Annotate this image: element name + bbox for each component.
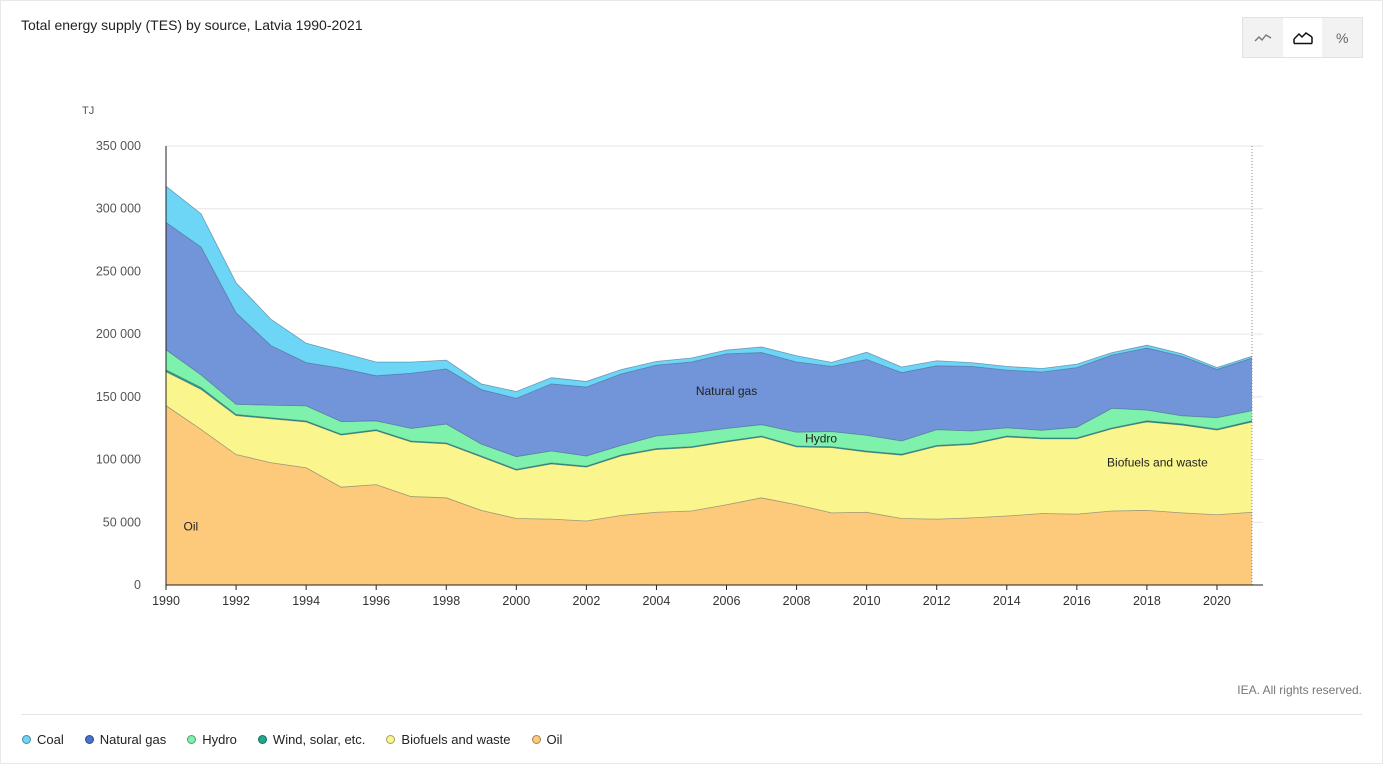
x-tick-label: 2018 [1133, 594, 1161, 608]
x-tick-label: 1992 [222, 594, 250, 608]
x-tick-label: 2020 [1203, 594, 1231, 608]
area-hydro [166, 349, 1252, 470]
y-tick-label: 300 000 [96, 202, 141, 216]
area-biofuels-and-waste [166, 371, 1252, 522]
area-chart: TJ 0 50 000 100 000 150 000 200 000 250 000 300… [82, 105, 1263, 608]
y-tick-label: 0 [134, 578, 141, 592]
legend-dot-coal [22, 735, 31, 744]
x-tick-label: 2014 [993, 594, 1021, 608]
y-axis-unit-label: TJ [82, 105, 94, 117]
x-tick-label: 2016 [1063, 594, 1091, 608]
legend-item-biofuels[interactable]: Biofuels and waste [386, 732, 511, 747]
y-tick-label: 150 000 [96, 390, 141, 404]
line-hydro [165, 349, 1253, 458]
area-oil [166, 405, 1252, 585]
legend-label-coal: Coal [37, 732, 64, 747]
legend-label-wind-solar: Wind, solar, etc. [272, 732, 366, 747]
legend-label-biofuels: Biofuels and waste [401, 732, 511, 747]
legend-dot-wind-solar [257, 735, 267, 744]
percent-toggle[interactable]: % [1322, 18, 1363, 57]
x-tick-label: 2004 [643, 594, 671, 608]
y-tick-label: 200 000 [96, 327, 141, 341]
area-coal [166, 186, 1252, 399]
chart-title: Total energy supply (TES) by source, Lat… [21, 17, 363, 33]
line-biofuels-and-waste [165, 371, 1253, 471]
y-tick-label: 350 000 [96, 139, 141, 153]
line-natural-gas [165, 222, 1253, 399]
x-tick-label: 1990 [152, 594, 180, 608]
x-tick-label: 1998 [432, 594, 460, 608]
legend-dot-hydro [187, 735, 197, 744]
x-tick-label: 2000 [502, 594, 530, 608]
area-chart-toggle[interactable] [1282, 18, 1323, 57]
area-natural-gas [166, 222, 1252, 457]
annotation-hydro: Hydro [805, 431, 837, 445]
legend-label-natural-gas: Natural gas [99, 732, 167, 747]
legend-item-hydro[interactable]: Hydro [187, 732, 237, 747]
y-tick-label: 50 000 [103, 515, 141, 529]
legend-dot-oil [531, 735, 541, 744]
x-tick-label: 2012 [923, 594, 951, 608]
legend-item-oil[interactable]: Oil [531, 732, 563, 747]
line-oil [165, 405, 1253, 522]
x-tick-label: 2008 [783, 594, 811, 608]
legend-item-wind-solar[interactable]: Wind, solar, etc. [257, 732, 366, 747]
x-tick-label: 2002 [572, 594, 600, 608]
line-coal [165, 185, 1253, 392]
copyright-note: IEA. All rights reserved. [1237, 683, 1362, 697]
y-tick-label: 250 000 [96, 264, 141, 278]
annotation-oil: Oil [184, 519, 199, 533]
legend-divider [21, 714, 1362, 715]
annotation-natural-gas: Natural gas [696, 384, 757, 398]
chart-type-toggle-group: % [1242, 17, 1363, 58]
x-tick-label: 2006 [713, 594, 741, 608]
y-tick-label: 100 000 [96, 453, 141, 467]
line-wind-solar-etc [165, 369, 1253, 470]
x-tick-label: 1994 [292, 594, 320, 608]
legend-label-oil: Oil [546, 732, 563, 747]
line-chart-icon [1254, 33, 1272, 41]
legend-label-hydro: Hydro [202, 732, 237, 747]
x-tick-label: 1996 [362, 594, 390, 608]
legend-dot-biofuels [386, 735, 396, 744]
legend-item-coal[interactable]: Coal [22, 732, 64, 747]
annotation-biofuels-and-waste: Biofuels and waste [1107, 456, 1208, 470]
area-chart-icon [1292, 31, 1313, 44]
x-tick-label: 2010 [853, 594, 881, 608]
legend-dot-natural-gas [84, 735, 94, 744]
legend: Coal Natural gas Hydro Wind, solar, etc.… [22, 732, 562, 747]
line-chart-toggle[interactable] [1243, 18, 1283, 57]
legend-item-natural-gas[interactable]: Natural gas [84, 732, 167, 747]
